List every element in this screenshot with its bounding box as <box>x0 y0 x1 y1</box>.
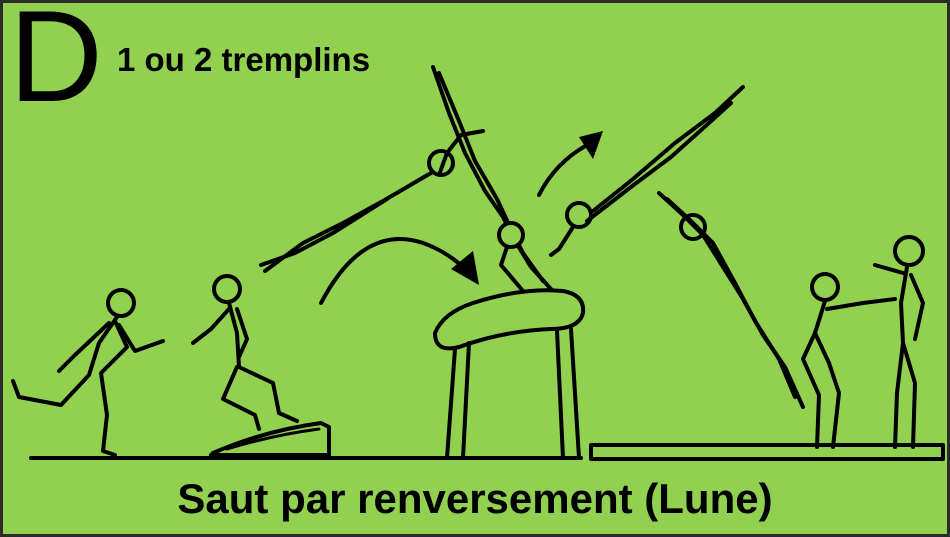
vault-illustration <box>11 65 945 461</box>
category-letter: D <box>9 0 103 129</box>
flight-arrow-1 <box>319 237 479 305</box>
gymnast-descent <box>657 191 805 409</box>
gymnast-handstand <box>431 65 553 293</box>
flight-arrow-2 <box>537 131 603 197</box>
gymnast-hurdle <box>191 274 299 431</box>
caption: Saut par renversement (Lune) <box>177 475 773 522</box>
subtitle: 1 ou 2 tremplins <box>117 41 371 78</box>
gymnast-postflight <box>549 85 745 257</box>
springboard <box>209 421 331 457</box>
gymnast-salute <box>873 235 925 449</box>
gymnast-landing <box>801 272 897 449</box>
vaulting-table <box>433 288 586 460</box>
gymnast-run <box>11 288 165 457</box>
landing-mat <box>589 443 945 461</box>
gymnast-preflight <box>259 129 485 273</box>
